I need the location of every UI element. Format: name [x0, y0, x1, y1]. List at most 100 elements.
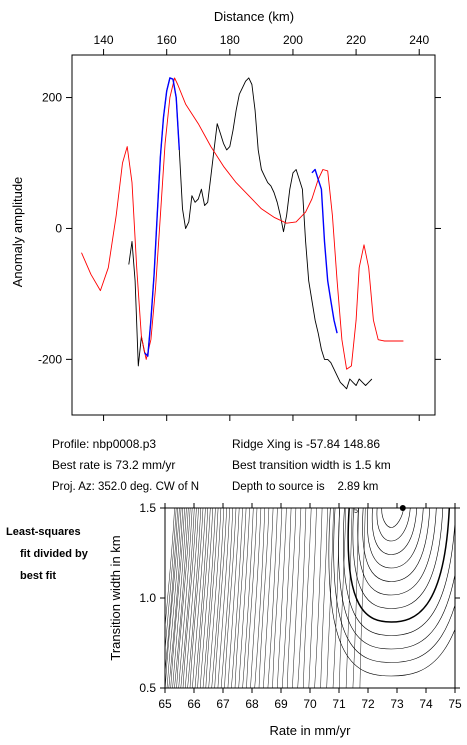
best-fit-marker [399, 505, 406, 511]
contour-line [277, 508, 287, 688]
model-series-line [81, 77, 404, 370]
contour-line [381, 508, 404, 528]
bottom-y-axis-label: Transition width in km [108, 535, 123, 660]
projection-azimuth: Proj. Az: 352.0 deg. CW of N [52, 481, 199, 493]
contour-line [352, 508, 444, 609]
top-plot-frame [71, 54, 436, 416]
contour-line [308, 508, 317, 688]
observed-series-line [128, 77, 373, 390]
contour-line [326, 508, 334, 688]
depth-to-source: Depth to source is 2.89 km [232, 481, 378, 493]
bottom-x-tick-label: 68 [245, 697, 259, 711]
profile-info: Profile: nbp0008.p3 Best rate is 73.2 mm… [52, 437, 391, 493]
contour-line [246, 508, 258, 688]
top-y-ticks: -200 0 200 [38, 91, 441, 366]
profile-name: Profile: nbp0008.p3 [52, 437, 156, 451]
contour-line [333, 508, 455, 663]
contour-line [367, 508, 424, 569]
bottom-x-tick-label: 72 [361, 697, 375, 711]
fit_window-series-line [311, 168, 338, 334]
contour-line [199, 508, 214, 688]
contour-line [234, 508, 247, 688]
contour-line [231, 508, 243, 688]
contour-line [286, 508, 297, 688]
contour-line [174, 508, 189, 688]
contour-line [194, 508, 209, 688]
bottom-x-tick-label: 73 [390, 697, 404, 711]
side-note-line-3: best fit [20, 570, 56, 582]
top-y-tick-label: 200 [42, 91, 62, 105]
contour-label: 5 [354, 508, 358, 515]
top-x-axis-label: Distance (km) [214, 9, 294, 24]
top-x-tick-label: 200 [283, 33, 303, 47]
contour-line [371, 508, 418, 555]
best-rate: Best rate is 73.2 mm/yr [52, 458, 175, 472]
bottom-x-axis-label: Rate in mm/yr [270, 723, 352, 738]
bottom-x-tick-label: 71 [332, 697, 346, 711]
contour-line [376, 508, 411, 542]
contour-line [170, 508, 185, 688]
contour-line [238, 508, 250, 688]
contour-line [165, 508, 180, 688]
contour-lines [165, 508, 455, 688]
contour-line [197, 508, 211, 688]
top-x-tick-label: 140 [94, 33, 114, 47]
bottom-x-tick-label: 67 [216, 697, 230, 711]
bottom-y-tick-label: 1.0 [139, 591, 156, 605]
contour-line [339, 508, 347, 688]
top-y-tick-label: 0 [55, 221, 62, 235]
bottom-y-tick-label: 0.5 [139, 681, 156, 695]
top-series-group [81, 77, 404, 390]
contour-line [187, 508, 202, 688]
contour-line [338, 508, 455, 650]
bottom-x-tick-label: 66 [187, 697, 201, 711]
contour-line [258, 508, 270, 688]
bottom-x-tick-label: 75 [448, 697, 462, 711]
side-note-line-2: fit divided by [20, 548, 89, 560]
contour-line [263, 508, 274, 688]
contour-line [242, 508, 254, 688]
contour-line [192, 508, 206, 688]
fit_window-series-line [144, 77, 180, 357]
contour-line [302, 508, 312, 688]
contour-line [220, 508, 234, 688]
contour-line [208, 508, 222, 688]
contour-line [178, 508, 193, 688]
top-y-tick-label: -200 [38, 352, 62, 366]
contour-line [359, 508, 366, 688]
contour-line [166, 508, 182, 688]
contour-line [314, 508, 323, 688]
top-x-tick-label: 180 [220, 33, 240, 47]
contour-line [172, 508, 187, 688]
top-x-ticks: 140 160 180 200 220 240 [94, 33, 430, 421]
top-x-tick-label: 240 [409, 33, 429, 47]
contour-line [189, 508, 204, 688]
ridge-crossing: Ridge Xing is -57.84 148.86 [232, 437, 380, 451]
anomaly-profile-chart: Distance (km) Anomaly amplitude 140 160 18… [10, 9, 441, 421]
contour-line [205, 508, 219, 688]
contour-line [217, 508, 230, 688]
side-note: Least-squares fit divided by best fit [6, 526, 89, 582]
contour-line [214, 508, 227, 688]
bottom-y-tick-label: 1.5 [139, 501, 156, 515]
contour-line [297, 508, 307, 688]
contour-line [211, 508, 225, 688]
contour-line [165, 508, 177, 653]
contour-line [357, 508, 437, 596]
contour-line [281, 508, 292, 688]
contour-line [254, 508, 266, 688]
contour-line [224, 508, 237, 688]
contour-line [345, 508, 353, 688]
bottom-x-tick-label: 74 [419, 697, 433, 711]
contour-line [272, 508, 283, 688]
misfit-contour-chart: Rate in mm/yr Transition width in km 65 6… [108, 501, 462, 738]
top-y-axis-label: Anomaly amplitude [10, 177, 25, 288]
contour-line [343, 508, 455, 636]
contour-line [165, 508, 175, 630]
top-x-tick-label: 220 [346, 33, 366, 47]
bottom-y-ticks: 0.5 1.0 1.5 [139, 501, 460, 695]
contour-line [267, 508, 278, 688]
contour-line [227, 508, 240, 688]
contour-line [180, 508, 195, 688]
